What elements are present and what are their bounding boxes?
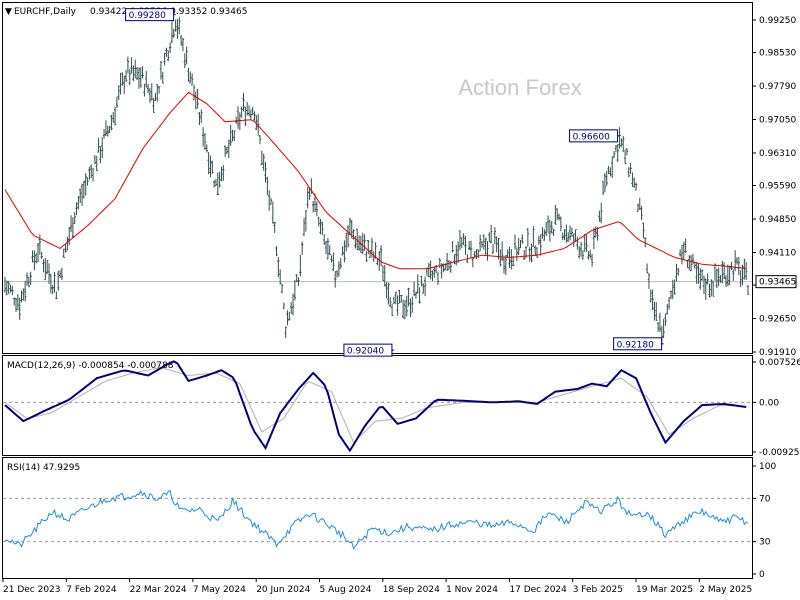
- price-ytick-label: 0.97790: [759, 82, 796, 92]
- macd-line: [4, 360, 747, 453]
- xtick-label: 20 Jun 2024: [256, 585, 310, 595]
- price-ytick-label: 0.97050: [759, 116, 796, 126]
- xtick-label: 21 Dec 2023: [3, 585, 61, 595]
- price-header-symbol: EURCHF,Daily: [14, 7, 77, 17]
- annotation-box: [125, 8, 175, 22]
- macd-title: MACD(12,26,9) -0.000854 -0.000788: [7, 361, 174, 371]
- rsi-title: RSI(14) 47.9295: [7, 463, 80, 473]
- annotation-label: 0.92180: [617, 340, 654, 350]
- x-axis: 21 Dec 2023 7 Feb 2024 22 Mar 2024 7 May 20…: [2, 578, 752, 595]
- price-ytick-label: 0.94850: [759, 215, 796, 225]
- rsi-line: [4, 489, 749, 550]
- price-ytick-label: 0.92650: [759, 315, 796, 325]
- macd-ytick-label: 0.007526: [759, 358, 800, 368]
- macd-ytick-label: -0.009252: [759, 448, 800, 458]
- xtick-label: 17 Dec 2024: [509, 585, 567, 595]
- price-layer: 0.99250 0.98530 0.97790 0.97050 0.96310 0.955…: [3, 8, 797, 358]
- xtick-label: 18 Sep 2024: [383, 585, 440, 595]
- price-ytick-label: 0.91910: [759, 348, 796, 358]
- xtick-label: 3 Feb 2025: [573, 585, 623, 595]
- moving-average-line: [4, 91, 747, 270]
- price-ytick-label: 0.95590: [759, 182, 796, 192]
- xtick-label: 7 May 2024: [193, 585, 246, 595]
- xtick-label: 1 Nov 2024: [446, 585, 498, 595]
- price-ytick-label: 0.96310: [759, 149, 796, 159]
- xtick-label: 5 Aug 2024: [320, 585, 372, 595]
- xtick-label: 2 May 2025: [699, 585, 752, 595]
- current-price-box: [755, 275, 797, 289]
- price-panel-frame: [2, 2, 753, 354]
- macd-ytick-label: 0.00: [759, 398, 779, 408]
- xtick-label: 19 Mar 2025: [636, 585, 693, 595]
- rsi-panel-frame: [2, 457, 753, 579]
- price-ytick-label: 0.99250: [759, 16, 796, 26]
- rsi-ytick-label: 70: [759, 494, 771, 504]
- macd-signal-line: [4, 367, 747, 444]
- watermark: Action Forex: [458, 75, 582, 100]
- xtick-label: 7 Feb 2024: [66, 585, 117, 595]
- annotation-label: 0.99280: [129, 11, 166, 21]
- annotation-label: 0.96600: [573, 132, 610, 142]
- price-header-marker: ▼: [5, 7, 12, 17]
- rsi-ytick-label: 100: [759, 462, 776, 472]
- rsi-ytick-label: 0: [759, 570, 765, 580]
- rsi-ytick-label: 30: [759, 538, 771, 548]
- macd-layer: 0.007526 0.00 -0.009252: [3, 358, 800, 458]
- rsi-layer: 100 70 30 0: [3, 462, 776, 580]
- current-price-label: 0.93465: [759, 278, 796, 288]
- price-ytick-label: 0.98530: [759, 49, 796, 59]
- xtick-label: 22 Mar 2024: [130, 585, 187, 595]
- annotation-label: 0.92040: [347, 347, 384, 357]
- price-ytick-label: 0.94110: [759, 248, 796, 258]
